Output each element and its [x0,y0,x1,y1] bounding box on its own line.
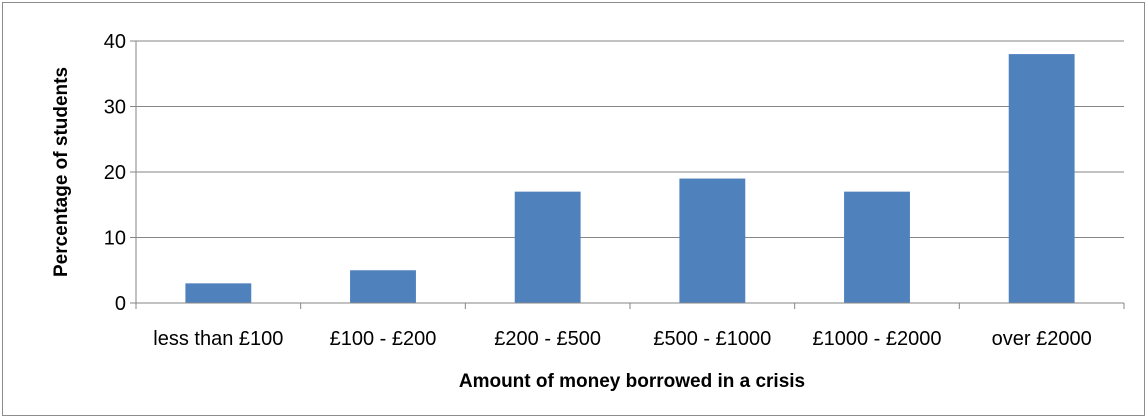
y-tick-label: 30 [104,97,126,119]
x-tick-label: less than £100 [153,328,283,350]
x-axis-title: Amount of money borrowed in a crisis [459,371,805,392]
x-tick-label: £500 - £1000 [653,328,771,350]
bars [185,54,1075,303]
bar [1008,54,1075,303]
x-tick-label: £200 - £500 [494,328,601,350]
bar [350,270,416,303]
bar [514,191,581,303]
y-tick-labels: 0 10 20 30 40 [104,31,126,315]
y-tick-label: 0 [115,293,126,315]
gridlines [136,40,1124,238]
y-tick-label: 40 [104,31,126,53]
bar [844,191,910,303]
y-axis-title: Percentage of students [51,67,72,277]
x-tick-labels: less than £100 £100 - £200 £200 - £500 £500… [153,328,1091,350]
y-tick-label: 10 [104,228,126,250]
x-tick-label: £1000 - £2000 [812,328,941,350]
y-tick-label: 20 [104,162,126,184]
bar [679,178,746,303]
bar [185,283,252,303]
axes [130,40,1125,309]
x-tick-label: over £2000 [992,328,1092,350]
x-tick-label: £100 - £200 [330,328,437,350]
